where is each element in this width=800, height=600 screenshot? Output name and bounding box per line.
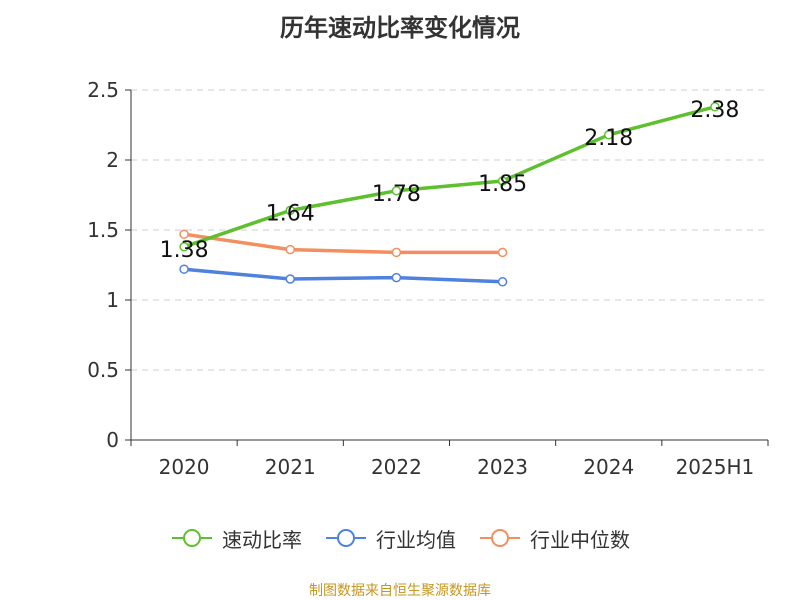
data-label: 2.38 [690, 98, 739, 123]
data-label: 1.78 [372, 182, 421, 207]
data-point [391, 272, 402, 283]
data-point [497, 247, 508, 258]
series-line-0 [182, 105, 717, 249]
source-note: 制图数据来自恒生聚源数据库 [309, 583, 491, 599]
data-point [391, 247, 402, 258]
x-tick-label: 2023 [477, 455, 528, 479]
y-tick-label: 1 [106, 288, 119, 312]
y-tick-label: 1.5 [87, 218, 119, 242]
data-point [497, 176, 508, 186]
data-point [179, 264, 189, 274]
chart-title: 历年速动比率变化情况 [280, 14, 520, 42]
series-lines [182, 105, 717, 284]
data-points [179, 102, 720, 287]
data-label: 2.18 [584, 126, 633, 151]
legend-label: 行业均值 [376, 527, 456, 552]
x-tick-label: 2020 [159, 455, 210, 479]
data-label: 1.38 [160, 238, 209, 263]
data-point [497, 277, 508, 287]
series-line-1 [182, 267, 505, 284]
legend-line-marker-icon [172, 529, 212, 547]
data-point [285, 274, 295, 284]
y-tick-label: 2 [106, 148, 119, 172]
legend-label: 速动比率 [222, 527, 302, 552]
legend: 速动比率 行业均值 行业中位数 [0, 520, 800, 556]
data-point [285, 244, 295, 255]
grid-lines [131, 89, 768, 371]
legend-line-marker-icon [480, 529, 520, 547]
data-point [604, 130, 614, 140]
legend-item-2[interactable]: 行业中位数 [478, 524, 630, 553]
data-point [710, 102, 720, 112]
data-point [179, 242, 189, 252]
data-point [179, 229, 189, 239]
legend-item-1[interactable]: 行业均值 [324, 524, 456, 553]
legend-item-0[interactable]: 速动比率 [170, 524, 302, 553]
data-point [391, 186, 402, 196]
legend-line-marker-icon [326, 529, 366, 547]
x-tick-label: 2025H1 [676, 455, 755, 479]
y-tick-label: 2.5 [87, 78, 119, 102]
x-tick-label: 2021 [265, 455, 316, 479]
x-tick-label: 2024 [583, 455, 634, 479]
data-label: 1.64 [266, 201, 315, 226]
data-label: 1.85 [478, 172, 527, 197]
legend-label: 行业中位数 [530, 527, 630, 552]
data-labels: 1.38 1.64 1.78 1.85 2.18 2.38 [160, 98, 740, 263]
axes: 0 0.5 1 1.5 2 2.5 2020 2021 2022 2023 2024 2025H1 [87, 78, 769, 479]
series-line-2 [182, 232, 505, 255]
y-tick-label: 0 [106, 428, 119, 452]
y-tick-label: 0.5 [87, 358, 119, 382]
x-tick-label: 2022 [371, 455, 422, 479]
data-point [285, 205, 295, 216]
